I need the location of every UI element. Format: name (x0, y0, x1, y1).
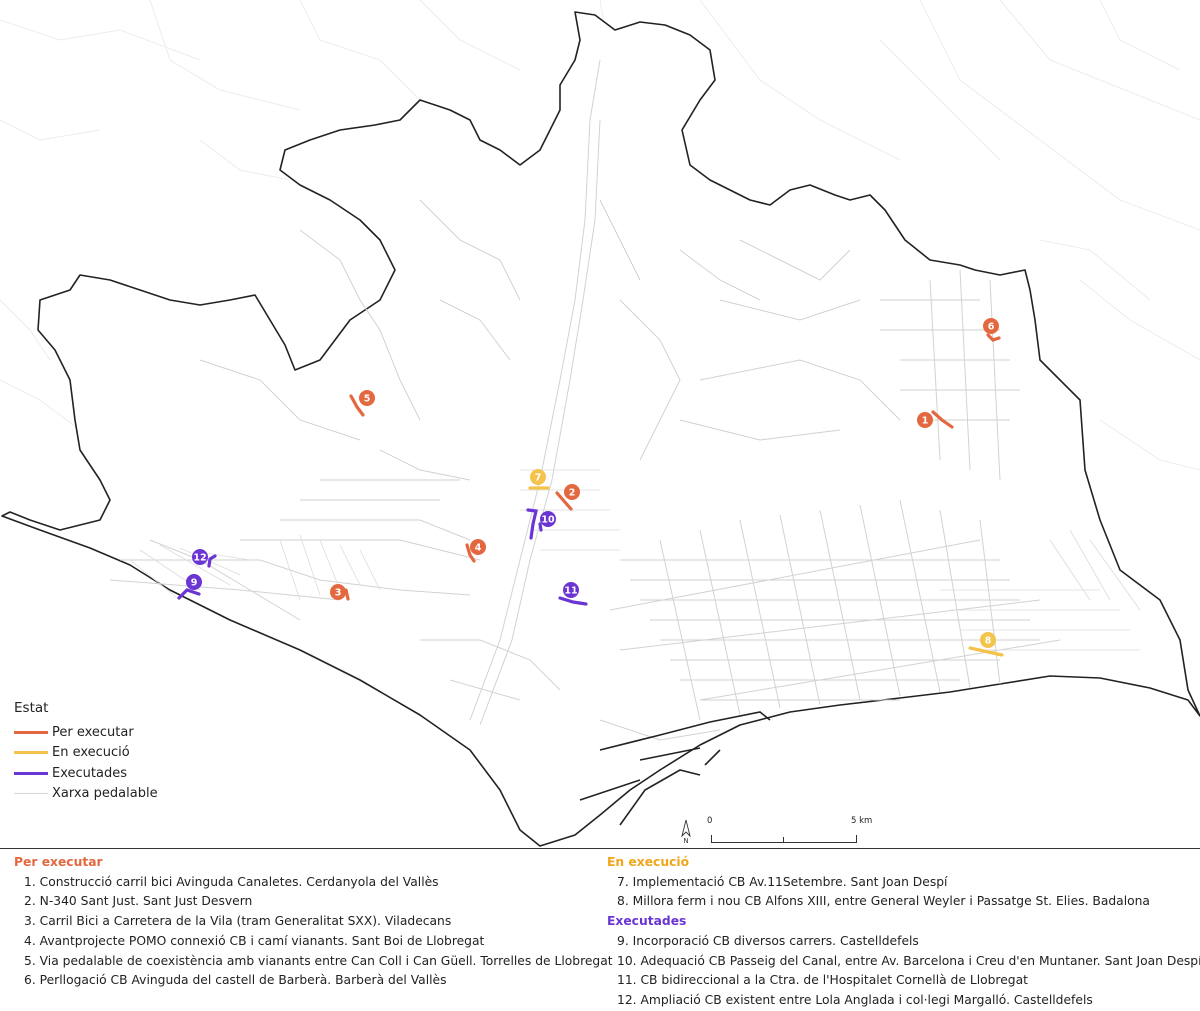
list-right-column: En execució 7. Implementació CB Av.11Set… (607, 853, 1200, 1011)
svg-text:6: 6 (988, 322, 995, 333)
scale-end-label: 5 km (851, 816, 873, 826)
legend-swatch-xarxa (14, 793, 48, 795)
segment-11 (558, 596, 588, 606)
marker-5[interactable]: 5 (359, 390, 375, 406)
svg-text:11: 11 (564, 586, 577, 597)
marker-1[interactable]: 1 (917, 412, 933, 428)
marker-3[interactable]: 3 (330, 584, 346, 600)
legend-title: Estat (14, 700, 49, 716)
segment-8 (968, 646, 1004, 657)
segment-1 (931, 410, 954, 429)
marker-8[interactable]: 8 (980, 632, 996, 648)
list-item: 11. CB bidireccional a la Ctra. de l'Hos… (617, 973, 1028, 988)
scale-bar-line (711, 835, 857, 843)
segment-4 (465, 543, 476, 563)
list-item: 3. Carril Bici a Carretera de la Vila (t… (24, 914, 452, 929)
list-item: 6. Perllogació CB Avinguda del castell d… (24, 973, 447, 988)
svg-text:9: 9 (191, 578, 198, 589)
marker-6[interactable]: 6 (983, 318, 999, 334)
svg-text:4: 4 (475, 543, 482, 554)
legend-label-executades: Executades (52, 765, 127, 781)
svg-text:3: 3 (335, 588, 342, 599)
list-item: 4. Avantprojecte POMO connexió CB i camí… (24, 933, 485, 948)
outside-roads (0, 0, 1200, 471)
list-per-executar: Per executar 1. Construcció carril bici … (14, 853, 613, 991)
list-item: 5. Via pedalable de coexistència amb via… (24, 953, 613, 968)
legend-label-per-executar: Per executar (52, 724, 134, 740)
svg-text:8: 8 (985, 636, 992, 647)
marker-12[interactable]: 12 (192, 549, 208, 565)
urban-texture (129, 469, 1141, 651)
marker-2[interactable]: 2 (564, 484, 580, 500)
metropolitan-map: 1 2 3 4 5 6 7 8 9 10 11 12 (0, 0, 1200, 847)
legend-label-xarxa: Xarxa pedalable (52, 786, 158, 802)
legend-item-executades: Executades (14, 763, 158, 784)
list-item: 10. Adequació CB Passeig del Canal, entr… (617, 953, 1200, 968)
port (579, 711, 771, 826)
north-arrow-icon: N (681, 819, 691, 844)
segment-3 (344, 588, 350, 601)
segment-9 (177, 588, 201, 600)
segment-12 (207, 554, 217, 568)
marker-7[interactable]: 7 (530, 469, 546, 485)
legend-swatch-per-executar (14, 730, 48, 734)
svg-text:10: 10 (541, 515, 555, 526)
marker-11[interactable]: 11 (563, 582, 579, 598)
map-legend: Estat Per executar En execució Executade… (14, 700, 158, 804)
list-item: 1. Construcció carril bici Avinguda Cana… (24, 874, 439, 889)
segment-6 (986, 333, 1001, 342)
svg-text:2: 2 (569, 488, 576, 499)
segment-5 (349, 394, 365, 417)
legend-item-per-executar: Per executar (14, 722, 158, 743)
scale-bar: N 0 5 km (680, 814, 880, 848)
svg-text:12: 12 (193, 553, 206, 564)
svg-text:7: 7 (535, 473, 542, 484)
segment-10 (526, 508, 543, 540)
legend-item-en-execucio: En execució (14, 743, 158, 764)
list-heading-en-execucio: En execució (607, 855, 690, 869)
list-item: 12. Ampliació CB existent entre Lola Ang… (617, 992, 1093, 1007)
list-heading-per-executar: Per executar (14, 855, 103, 869)
legend-label-en-execucio: En execució (52, 745, 130, 761)
marker-4[interactable]: 4 (470, 539, 486, 555)
legend-swatch-en-execucio (14, 751, 48, 755)
project-segments (177, 333, 1004, 657)
list-item: 7. Implementació CB Av.11Setembre. Sant … (617, 874, 948, 889)
list-heading-executades: Executades (607, 914, 687, 929)
svg-text:5: 5 (364, 394, 371, 405)
project-markers: 1 2 3 4 5 6 7 8 9 10 11 12 (186, 318, 999, 648)
metropolitan-boundary (1, 11, 1200, 847)
map-divider (0, 848, 1200, 849)
list-item: 8. Millora ferm i nou CB Alfons XIII, en… (617, 894, 1150, 909)
svg-text:1: 1 (922, 416, 929, 427)
legend-item-xarxa: Xarxa pedalable (14, 784, 158, 805)
marker-9[interactable]: 9 (186, 574, 202, 590)
pedalable-network (109, 59, 1061, 741)
segment-2 (555, 491, 573, 511)
list-item: 9. Incorporació CB diversos carrers. Cas… (617, 933, 919, 948)
scale-start-label: 0 (707, 816, 713, 826)
list-item: 2. N-340 Sant Just. Sant Just Desvern (24, 894, 253, 909)
north-label: N (683, 837, 688, 844)
legend-swatch-executades (14, 771, 48, 775)
marker-10[interactable]: 10 (540, 511, 556, 527)
